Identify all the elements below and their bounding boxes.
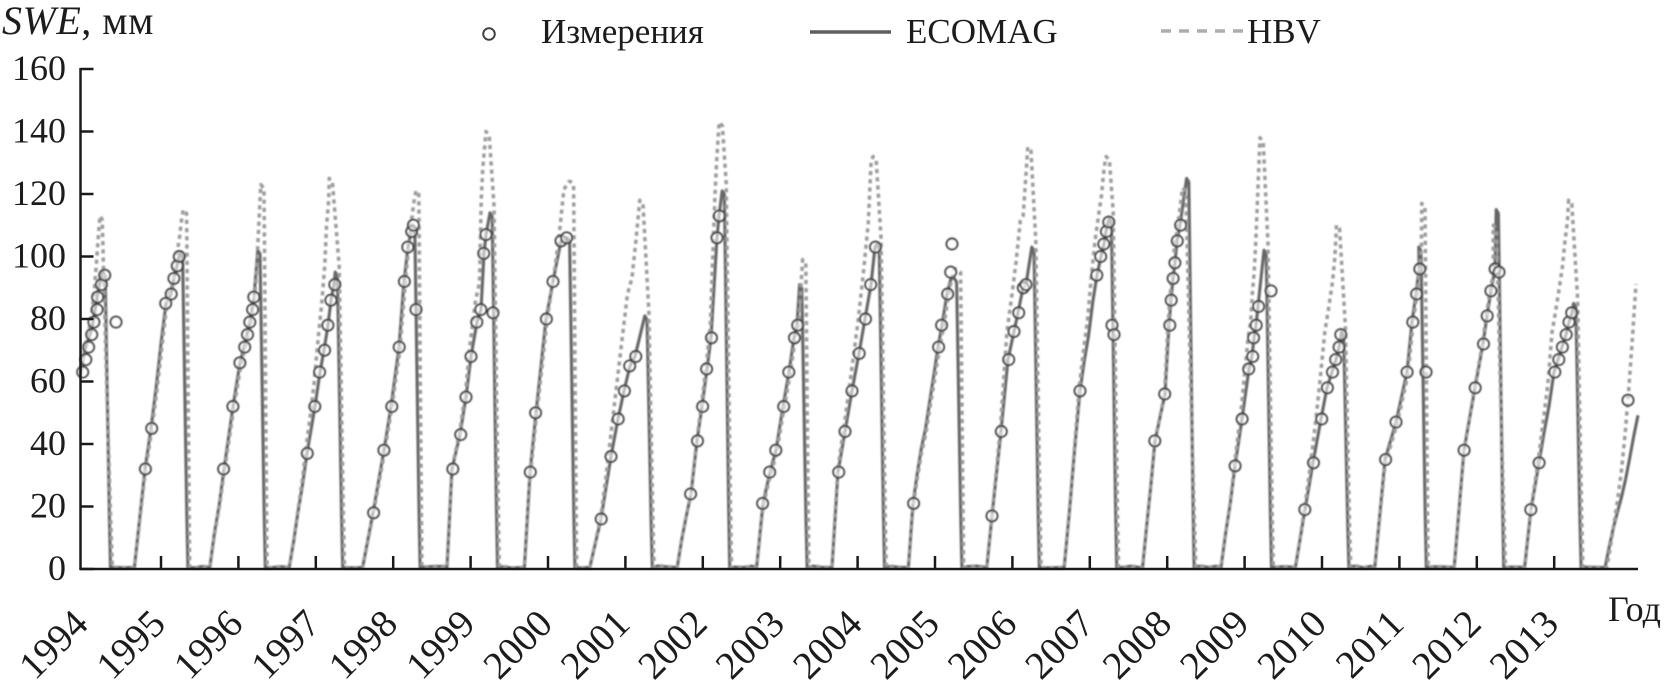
svg-text:140: 140 (12, 111, 66, 151)
svg-text:0: 0 (48, 548, 66, 588)
svg-text:SWE, мм: SWE, мм (2, 0, 154, 43)
svg-text:120: 120 (12, 173, 66, 213)
svg-text:160: 160 (12, 48, 66, 88)
svg-text:100: 100 (12, 236, 66, 276)
svg-text:60: 60 (30, 361, 66, 401)
svg-text:80: 80 (30, 298, 66, 338)
svg-text:20: 20 (30, 486, 66, 526)
svg-text:HBV: HBV (1247, 12, 1321, 51)
svg-text:Измерения: Измерения (541, 12, 704, 51)
svg-text:ECOMAG: ECOMAG (906, 12, 1058, 51)
svg-text:40: 40 (30, 423, 66, 463)
svg-text:Год: Год (1608, 589, 1661, 629)
